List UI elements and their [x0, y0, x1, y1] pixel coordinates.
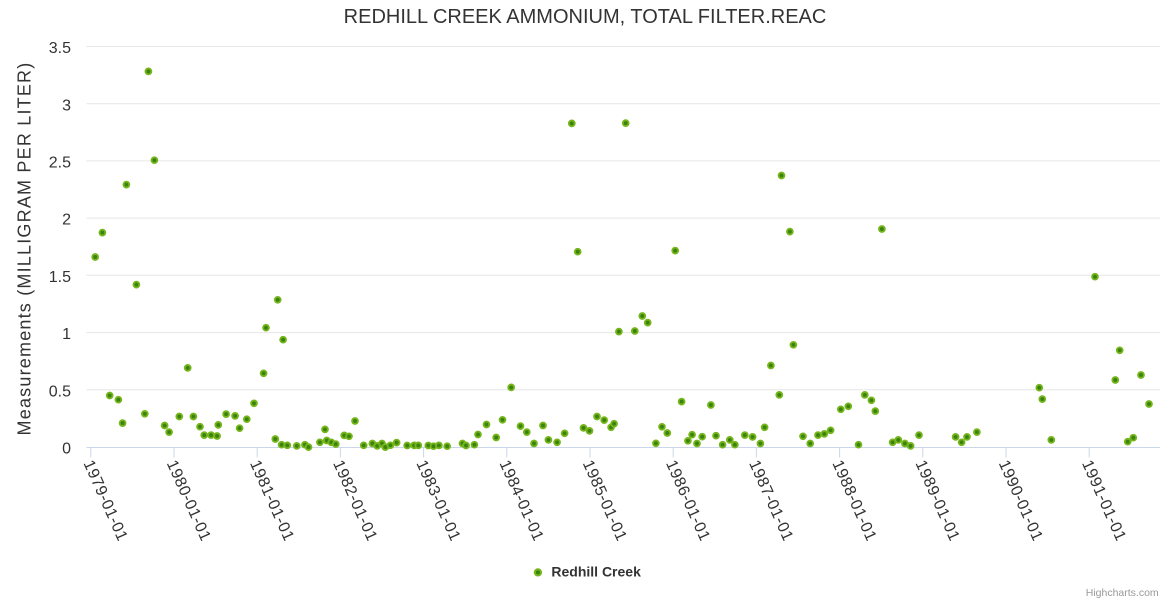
svg-text:0: 0 — [62, 441, 71, 458]
svg-text:3: 3 — [62, 97, 71, 114]
svg-text:3.5: 3.5 — [49, 40, 71, 57]
svg-text:Redhill Creek: Redhill Creek — [551, 564, 641, 580]
svg-text:1: 1 — [62, 326, 71, 343]
svg-text:2.5: 2.5 — [49, 155, 71, 172]
svg-text:1.5: 1.5 — [49, 269, 71, 286]
svg-text:Measurements (MILLIGRAM PER LI: Measurements (MILLIGRAM PER LITER) — [15, 62, 35, 436]
svg-text:REDHILL CREEK AMMONIUM, TOTAL: REDHILL CREEK AMMONIUM, TOTAL FILTER.REA… — [344, 6, 827, 28]
svg-text:2: 2 — [62, 212, 71, 229]
svg-text:0.5: 0.5 — [49, 383, 71, 400]
svg-text:Highcharts.com: Highcharts.com — [1086, 587, 1159, 599]
